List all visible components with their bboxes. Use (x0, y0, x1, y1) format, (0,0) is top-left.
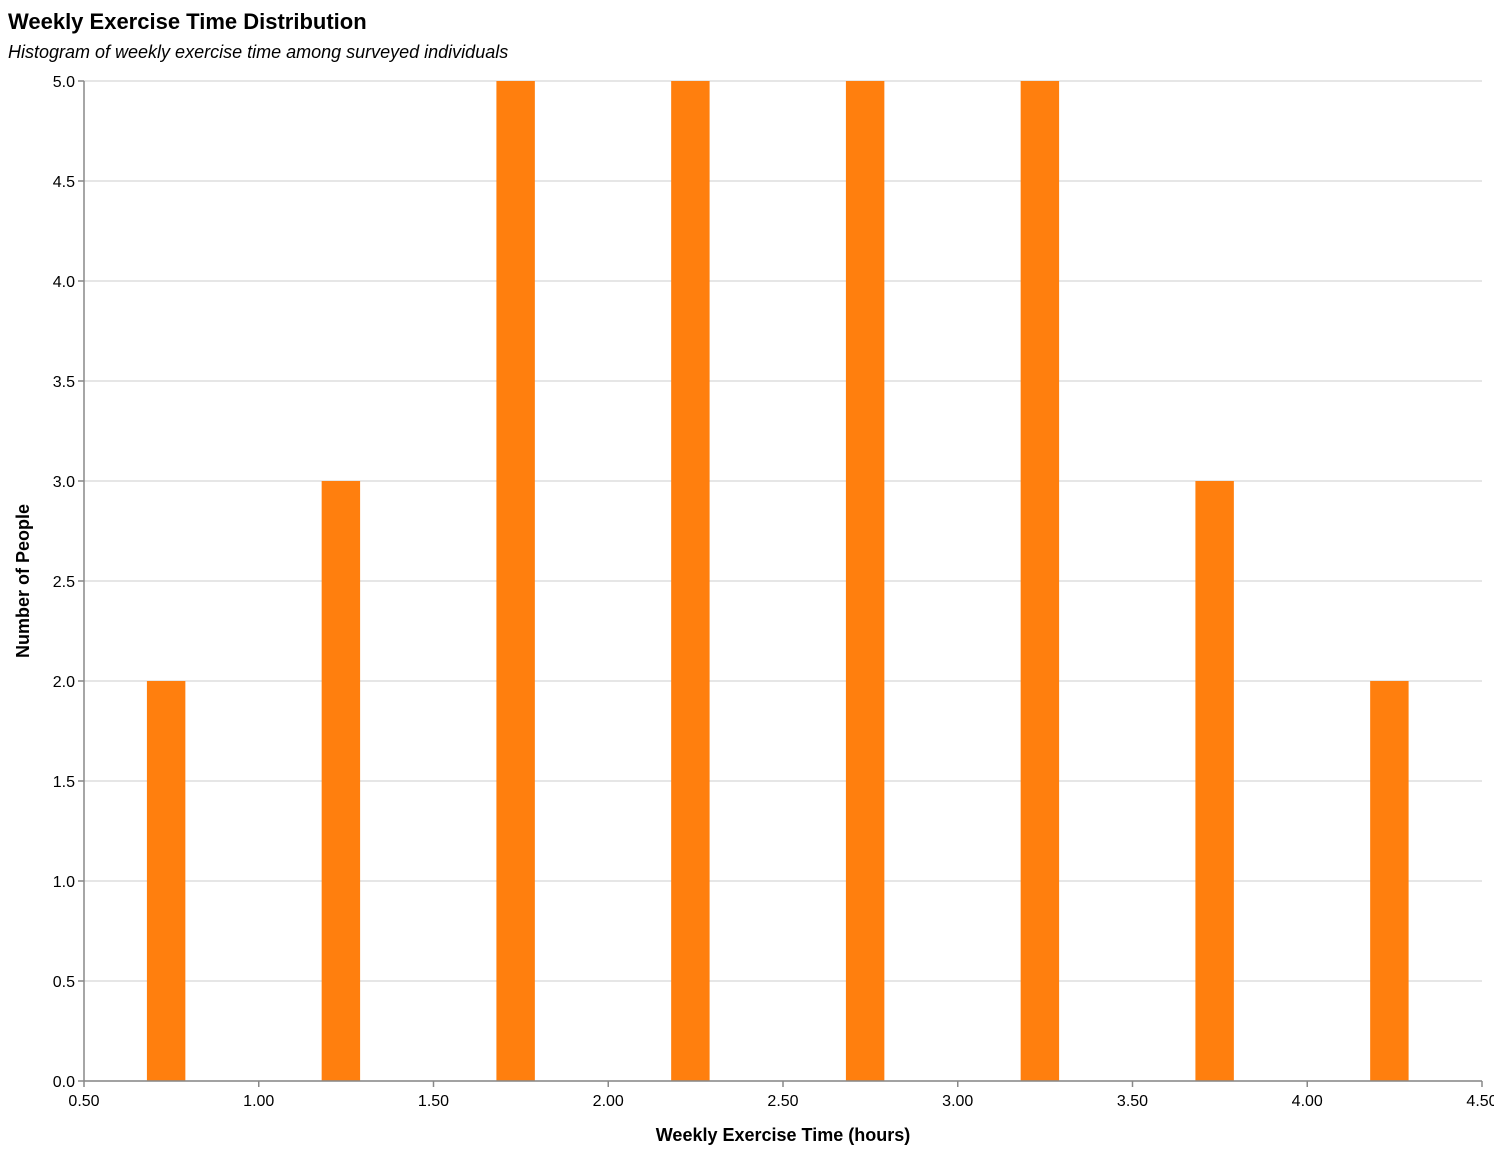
chart-title: Weekly Exercise Time Distribution (8, 9, 367, 34)
y-tick-label: 3.0 (53, 474, 75, 491)
x-tick-label: 2.00 (593, 1093, 624, 1110)
x-axis-title: Weekly Exercise Time (hours) (656, 1125, 910, 1145)
y-tick-label: 1.5 (53, 774, 75, 791)
y-tick-label: 2.0 (53, 674, 75, 691)
y-axis-ticks: 0.0 0.5 1.0 1.5 2.0 2.5 3.0 3.5 4.0 4.5 5.0 (53, 74, 84, 1091)
histogram-bar (146, 681, 186, 1081)
histogram-bar (1370, 681, 1409, 1081)
x-tick-label: 4.00 (1292, 1093, 1323, 1110)
histogram-bar (1020, 81, 1060, 1081)
x-tick-label: 3.50 (1117, 1093, 1148, 1110)
y-axis-title: Number of People (13, 504, 33, 658)
y-tick-label: 0.5 (53, 974, 75, 991)
histogram-bar (321, 481, 361, 1081)
histogram-bar (496, 81, 535, 1081)
y-tick-label: 4.5 (53, 174, 75, 191)
y-tick-label: 2.5 (53, 574, 75, 591)
y-tick-label: 0.0 (53, 1074, 75, 1091)
x-tick-label: 1.50 (418, 1093, 449, 1110)
x-axis-ticks: 0.50 1.00 1.50 2.00 2.50 3.00 3.50 4.00 4.50 (68, 1081, 1494, 1110)
x-tick-label: 0.50 (68, 1093, 99, 1110)
x-tick-label: 1.00 (243, 1093, 274, 1110)
y-tick-label: 3.5 (53, 374, 75, 391)
histogram-bar (845, 81, 885, 1081)
chart-subtitle: Histogram of weekly exercise time among … (8, 42, 508, 62)
x-tick-label: 3.00 (942, 1093, 973, 1110)
histogram-bar (671, 81, 710, 1081)
histogram-bar (1195, 481, 1234, 1081)
y-tick-label: 5.0 (53, 74, 75, 91)
x-tick-label: 2.50 (767, 1093, 798, 1110)
x-tick-label: 4.50 (1466, 1093, 1494, 1110)
y-tick-label: 4.0 (53, 274, 75, 291)
bars (146, 81, 1409, 1081)
y-gridlines (84, 80, 1482, 1082)
y-tick-label: 1.0 (53, 874, 75, 891)
